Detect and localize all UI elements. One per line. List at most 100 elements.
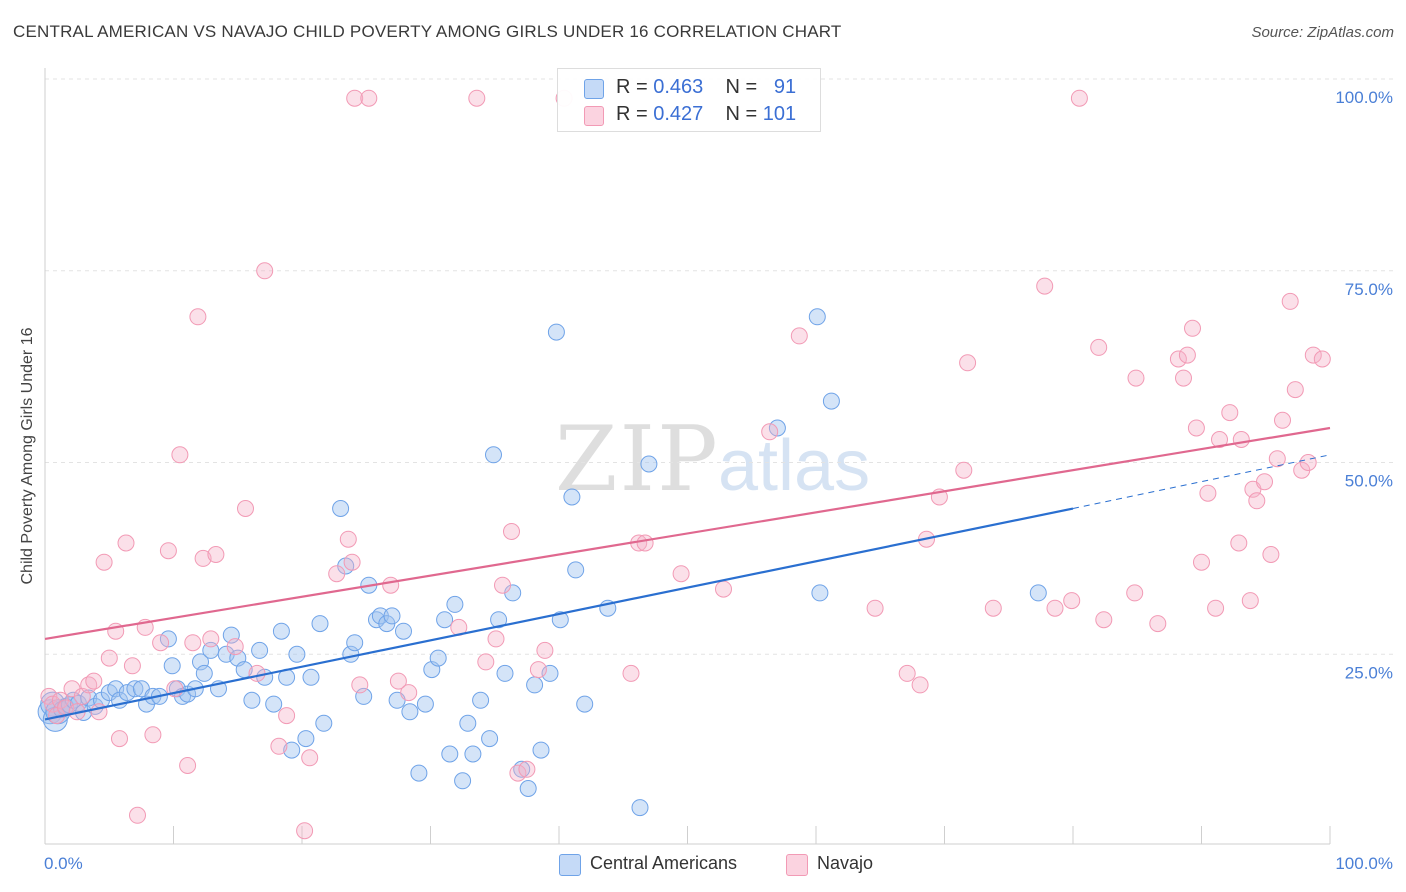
navajo-point <box>117 534 135 552</box>
navajo-point <box>85 672 103 690</box>
navajo-point <box>1211 431 1228 448</box>
n-value: 101 <box>762 103 797 125</box>
central-americans-point <box>251 641 269 659</box>
navajo-point <box>1281 292 1299 310</box>
navajo-point <box>509 764 527 782</box>
navajo-point <box>1248 492 1266 510</box>
central-americans-point <box>768 419 786 437</box>
y-tick-label: 50.0% <box>1345 472 1393 491</box>
navajo-point <box>328 565 346 583</box>
navajo-point <box>1063 592 1081 610</box>
navajo-point <box>536 641 554 659</box>
central-americans-point <box>272 622 290 640</box>
navajo-point <box>1221 404 1239 422</box>
navajo-point <box>622 664 640 682</box>
central-americans-point <box>126 680 144 698</box>
central-americans-point <box>195 664 213 682</box>
central-americans-point <box>459 714 477 732</box>
navajo-point <box>1207 599 1225 617</box>
navajo-point <box>1286 381 1304 399</box>
navajo-point <box>898 664 916 682</box>
central-americans-swatch <box>584 79 604 99</box>
navajo-point <box>487 630 505 648</box>
central-americans-trend-line <box>44 507 1074 721</box>
stats-box: R = 0.463 N = 91 R = 0.427 N = 101 <box>557 68 821 132</box>
central-americans-point <box>454 772 472 790</box>
n-label: N = <box>725 76 763 98</box>
central-americans-point <box>472 691 490 709</box>
central-americans-point <box>315 714 333 732</box>
y-axis-label: Child Poverty Among Girls Under 16 <box>19 327 36 585</box>
navajo-point <box>382 576 400 594</box>
navajo-point <box>237 500 254 517</box>
legend-label: Navajo <box>817 853 874 873</box>
central-americans-point <box>496 664 514 682</box>
navajo-trend-line <box>44 426 1331 640</box>
navajo-point <box>346 89 364 107</box>
navajo-point <box>477 653 495 671</box>
central-americans-point <box>429 649 447 667</box>
navajo-point <box>1184 319 1201 337</box>
central-americans-point <box>519 780 537 797</box>
navajo-point <box>1256 473 1273 491</box>
navajo-point <box>207 546 225 563</box>
legend-label: Central Americans <box>590 853 738 873</box>
y-tick-label: 100.0% <box>1335 88 1393 107</box>
chart-title: CENTRAL AMERICAN VS NAVAJO CHILD POVERTY… <box>13 22 842 41</box>
navajo-point <box>636 534 654 552</box>
navajo-point <box>95 553 113 571</box>
navajo-point <box>1241 592 1259 610</box>
central-americans-point <box>576 695 594 713</box>
central-americans-point <box>1029 584 1047 602</box>
central-americans-point <box>243 691 261 709</box>
navajo-swatch <box>584 106 604 126</box>
central-americans-point <box>265 695 283 713</box>
navajo-point <box>400 684 418 702</box>
navajo-point <box>111 730 128 748</box>
central-americans-point <box>436 611 454 629</box>
navajo-point <box>129 806 146 824</box>
n-label: N = <box>725 103 763 125</box>
watermark-zip: ZIP <box>555 407 720 512</box>
watermark-atlas: atlas <box>718 426 870 506</box>
central-americans-point <box>163 657 181 675</box>
r-value: 0.463 <box>653 76 704 98</box>
navajo-point <box>1274 411 1291 429</box>
navajo-point <box>296 822 314 840</box>
navajo-point <box>1268 450 1286 468</box>
navajo-point <box>1036 277 1054 295</box>
central-americans-point <box>410 764 428 782</box>
central-americans-point <box>332 500 350 517</box>
central-americans-point <box>640 455 658 473</box>
central-americans-point <box>567 561 585 579</box>
navajo-point <box>360 89 378 107</box>
r-label: R = <box>616 103 654 125</box>
central-americans-point <box>551 611 569 629</box>
navajo-point <box>761 423 779 441</box>
navajo-point <box>1070 89 1088 107</box>
navajo-point <box>1126 584 1144 602</box>
navajo-point <box>226 638 244 656</box>
navajo-point <box>1175 369 1192 387</box>
navajo-point <box>1193 553 1210 571</box>
navajo-point <box>1304 346 1322 364</box>
central-americans-point <box>416 695 434 713</box>
central-americans-point <box>481 730 499 748</box>
navajo-point <box>1232 431 1250 448</box>
central-americans-point <box>401 703 419 721</box>
navajo-point <box>278 707 296 725</box>
n-value: 91 <box>773 76 797 98</box>
y-tick-label: 25.0% <box>1345 663 1393 682</box>
navajo-point <box>1230 534 1248 552</box>
navajo-point <box>468 89 486 107</box>
navajo-point <box>144 726 162 744</box>
central-americans-point <box>80 689 98 707</box>
central-americans-point <box>811 584 829 602</box>
navajo-point <box>351 676 369 694</box>
central-americans-point <box>159 630 177 648</box>
navajo-point <box>1187 419 1205 437</box>
navajo-point <box>248 664 266 682</box>
navajo-point <box>1178 346 1196 364</box>
navajo-point <box>270 737 288 755</box>
navajo-legend-swatch <box>786 854 808 876</box>
